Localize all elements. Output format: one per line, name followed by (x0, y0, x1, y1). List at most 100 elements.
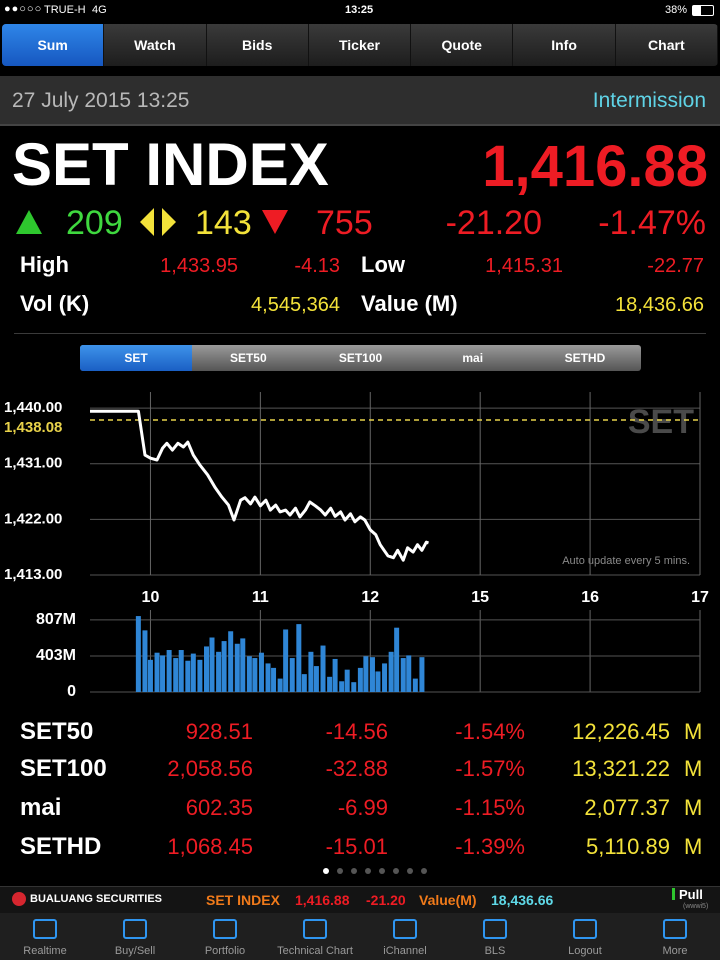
nav-label: Realtime (23, 945, 67, 957)
volume-bar (142, 630, 148, 692)
index-name: SET INDEX (12, 131, 329, 198)
volume-bar (301, 674, 307, 692)
volume-bar (166, 650, 172, 692)
index-percent-change: -1.47% (598, 204, 706, 242)
market-tab[interactable]: SETHD (564, 351, 606, 365)
value-value: 18,436.66 (615, 294, 704, 316)
volume-bar (308, 651, 314, 692)
volume-bar (197, 659, 203, 692)
tab[interactable]: Watch (104, 24, 207, 66)
tab[interactable]: Chart (616, 24, 718, 66)
nav-item[interactable]: Technical Chart (270, 913, 360, 960)
volume-label: Vol (K) (20, 291, 90, 316)
volume-bar (406, 655, 412, 692)
high-value: 1,433.95 (160, 255, 238, 277)
nav-label: Portfolio (204, 945, 246, 957)
turnover-unit: M (684, 756, 703, 781)
volume-bar (412, 678, 418, 692)
nav-item[interactable]: Realtime (0, 913, 90, 960)
y-tick-label: 1,422.00 (4, 510, 62, 527)
declines: 755 (316, 204, 373, 242)
volume-bar (351, 682, 357, 692)
volume-bar (369, 657, 375, 692)
index-value: 1,068.45 (167, 834, 253, 859)
clock: 13:25 (345, 4, 374, 16)
index-change: -15.01 (325, 834, 388, 859)
unchanged: 143 (195, 204, 252, 242)
nav-item[interactable]: Portfolio (180, 913, 270, 960)
volume-bar (296, 624, 302, 692)
tab[interactable]: Quote (411, 24, 514, 66)
turnover-unit: M (684, 719, 703, 744)
index-turnover: 5,110.89 (585, 834, 670, 859)
ticker-bar (0, 886, 720, 914)
volume-bar (147, 659, 153, 692)
broker-name: BUALUANG SECURITIES (30, 893, 163, 905)
pull-button[interactable]: Pull (679, 887, 703, 902)
volume-bar (246, 656, 252, 692)
volume-bar (160, 655, 166, 692)
tab[interactable]: Info (513, 24, 616, 66)
ticker-last: 1,416.88 (295, 892, 350, 908)
nav-item[interactable]: More (630, 913, 720, 960)
index-name: SET50 (20, 718, 94, 745)
price-line (90, 409, 429, 562)
volume-tick-label: 0 (67, 683, 76, 700)
down-icon (262, 210, 288, 234)
volume-bar (363, 656, 369, 692)
pull-id: (wwwi5) (683, 903, 709, 910)
ticker-value: 18,436.66 (491, 892, 554, 908)
volume-bar (382, 663, 388, 692)
nav-item[interactable]: iChannel (360, 913, 450, 960)
nav-label: Technical Chart (277, 945, 353, 957)
tab[interactable]: Bids (207, 24, 309, 66)
nav-label: Logout (568, 945, 602, 957)
update-note: Auto update every 5 mins. (562, 555, 690, 567)
volume-bar (258, 652, 264, 692)
nav-item[interactable]: Logout (540, 913, 630, 960)
nav-label: Buy/Sell (114, 945, 156, 957)
y-tick-label: 1,413.00 (4, 566, 62, 583)
volume-bar (289, 658, 295, 692)
nav-label: iChannel (383, 945, 427, 957)
market-tab[interactable]: mai (462, 351, 484, 365)
nav-item[interactable]: BLS (450, 913, 540, 960)
index-name: mai (20, 794, 62, 821)
low-label: Low (361, 252, 405, 277)
index-value: 602.35 (185, 795, 253, 820)
tab-bar: Sum Watch Bids Ticker Quote Info Chart (2, 24, 718, 66)
market-tab[interactable]: SET100 (338, 351, 383, 365)
page-dot (351, 868, 357, 874)
volume-bar (240, 638, 246, 692)
index-last: 1,416.88 (482, 134, 708, 199)
unchanged-icon (140, 208, 176, 236)
value-label: Value (M) (361, 291, 458, 316)
volume-bar (173, 658, 179, 692)
market-tab[interactable]: SET50 (229, 351, 267, 365)
nav-label: More (662, 945, 688, 957)
market-status: Intermission (592, 89, 706, 112)
nav-icon (483, 919, 507, 939)
tab[interactable]: Sum (2, 24, 105, 66)
volume-bar (283, 629, 289, 692)
nav-label: BLS (484, 945, 506, 957)
advances: 209 (66, 204, 123, 242)
pull-indicator (672, 888, 675, 900)
battery-icon (692, 5, 714, 16)
nav-item[interactable]: Buy/Sell (90, 913, 180, 960)
index-name: SETHD (20, 833, 102, 860)
index-name: SET100 (20, 755, 107, 782)
page-dot (407, 868, 413, 874)
volume-tick-label: 807M (36, 611, 76, 628)
volume-bar (320, 645, 326, 692)
turnover-unit: M (684, 795, 703, 820)
market-tab[interactable]: SET (80, 345, 193, 371)
index-percent: -1.39% (455, 834, 525, 859)
volume-bar (327, 676, 333, 692)
market-tabs: SET SET50 SET100 mai SETHD (80, 345, 641, 371)
tab[interactable]: Ticker (309, 24, 412, 66)
volume-bar (400, 658, 406, 692)
high-change: -4.13 (294, 255, 340, 277)
separator (14, 333, 706, 334)
